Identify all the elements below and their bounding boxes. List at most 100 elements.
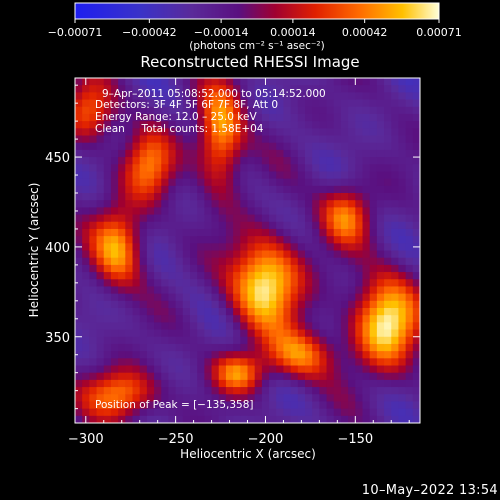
heatmap-cell — [269, 113, 277, 122]
heatmap-cell — [110, 85, 119, 93]
heatmap-cell — [283, 228, 292, 237]
heatmap-cell — [326, 358, 335, 366]
heatmap-cell — [340, 200, 349, 208]
heatmap-cell — [89, 379, 97, 388]
heatmap-cell — [103, 257, 112, 266]
heatmap-cell — [225, 135, 234, 144]
heatmap-cell — [154, 329, 162, 338]
heatmap-cell — [283, 358, 292, 366]
heatmap-cell — [326, 408, 335, 417]
heatmap-cell — [190, 214, 198, 223]
heatmap-cell — [197, 185, 205, 194]
heatmap-cell — [82, 372, 90, 381]
heatmap-cell — [190, 121, 198, 129]
heatmap-cell — [211, 415, 220, 423]
heatmap-cell — [312, 257, 320, 266]
heatmap-cell — [218, 135, 227, 144]
heatmap-cell — [362, 408, 371, 417]
heatmap-cell — [132, 149, 141, 158]
heatmap-cell — [190, 336, 198, 345]
heatmap-cell — [182, 178, 191, 187]
heatmap-cell — [154, 394, 162, 402]
heatmap-cell — [146, 193, 155, 201]
heatmap-cell — [247, 113, 256, 122]
peak-position-label: Position of Peak = [−135,358] — [95, 399, 254, 411]
heatmap-cell — [211, 358, 220, 366]
heatmap-cell — [190, 343, 198, 352]
heatmap-cell — [168, 149, 177, 158]
heatmap-cell — [218, 243, 227, 251]
heatmap-cell — [369, 415, 378, 423]
heatmap-cell — [168, 121, 177, 129]
heatmap-cell — [369, 401, 378, 410]
heatmap-cell — [218, 92, 227, 100]
heatmap-cell — [362, 149, 371, 158]
heatmap-cell — [96, 408, 105, 417]
heatmap-cell — [89, 149, 97, 158]
heatmap-cell — [376, 257, 385, 266]
heatmap-cell — [161, 99, 169, 108]
heatmap-cell — [348, 121, 356, 129]
heatmap-cell — [297, 286, 306, 295]
heatmap-cell — [218, 193, 227, 201]
heatmap-cell — [312, 343, 320, 352]
heatmap-cell — [283, 243, 292, 251]
heatmap-cell — [204, 329, 212, 338]
heatmap-cell — [75, 171, 83, 180]
heatmap-cell — [89, 250, 97, 259]
heatmap-cell — [75, 178, 83, 187]
heatmap-cell — [197, 257, 205, 266]
heatmap-cell — [398, 394, 407, 402]
heatmap-cell — [182, 113, 191, 122]
heatmap-cell — [376, 264, 385, 273]
heatmap-cell — [225, 221, 234, 230]
heatmap-cell — [333, 99, 342, 108]
heatmap-cell — [369, 236, 378, 244]
heatmap-cell — [261, 157, 270, 165]
heatmap-cell — [182, 142, 191, 151]
heatmap-cell — [297, 121, 306, 129]
heatmap-cell — [161, 243, 169, 251]
heatmap-cell — [197, 85, 205, 93]
heatmap-cell — [340, 343, 349, 352]
heatmap-cell — [211, 164, 220, 172]
heatmap-cell — [326, 193, 335, 201]
heatmap-cell — [75, 149, 83, 158]
heatmap-cell — [305, 257, 313, 266]
heatmap-cell — [190, 85, 198, 93]
heatmap-cell — [254, 329, 263, 338]
heatmap-cell — [362, 207, 371, 215]
heatmap-cell — [254, 308, 263, 316]
heatmap-cell — [254, 401, 263, 410]
heatmap-cell — [139, 401, 148, 410]
heatmap-cell — [405, 228, 414, 237]
heatmap-cell — [369, 92, 378, 100]
heatmap-cell — [261, 193, 270, 201]
heatmap-cell — [218, 394, 227, 402]
heatmap-cell — [125, 257, 133, 266]
heatmap-cell — [233, 322, 241, 330]
heatmap-cell — [362, 85, 371, 93]
heatmap-cell — [376, 149, 385, 158]
heatmap-cell — [290, 92, 299, 100]
heatmap-cell — [348, 394, 356, 402]
heatmap-cell — [283, 106, 292, 115]
heatmap-cell — [290, 358, 299, 366]
heatmap-cell — [326, 315, 335, 323]
heatmap-cell — [384, 85, 392, 93]
heatmap-cell — [139, 315, 148, 323]
heatmap-cell — [218, 142, 227, 151]
heatmap-cell — [312, 157, 320, 165]
heatmap-cell — [355, 351, 363, 359]
heatmap-cell — [269, 387, 277, 395]
heatmap-cell — [340, 99, 349, 108]
heatmap-cell — [161, 92, 169, 100]
heatmap-cell — [225, 85, 234, 93]
heatmap-cell — [369, 207, 378, 215]
heatmap-cell — [348, 78, 356, 86]
heatmap-cell — [312, 300, 320, 309]
heatmap-cell — [384, 142, 392, 151]
heatmap-cell — [391, 236, 399, 244]
heatmap-cell — [355, 171, 363, 180]
heatmap-cell — [376, 106, 385, 115]
